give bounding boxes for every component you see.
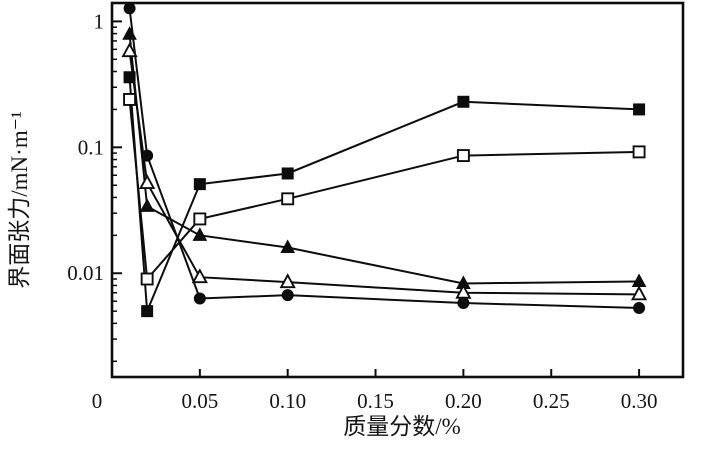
marker-filled-triangle-point-0 bbox=[122, 26, 137, 40]
marker-filled-square-point-1 bbox=[141, 305, 154, 318]
marker-filled-triangle-point-2 bbox=[192, 227, 208, 241]
marker-filled-triangle-point-1 bbox=[139, 198, 155, 212]
marker-filled-square-point-4 bbox=[457, 95, 470, 108]
marker-open-square-point-1 bbox=[140, 272, 154, 286]
marker-open-triangle-point-1 bbox=[139, 174, 156, 190]
series-line-open-triangle bbox=[128, 51, 640, 296]
marker-filled-triangle-point-3 bbox=[280, 239, 296, 254]
marker-open-triangle-point-2 bbox=[191, 268, 208, 284]
y-tick-label: 0.01 bbox=[67, 261, 104, 285]
marker-open-square-point-0 bbox=[123, 92, 137, 106]
marker-open-square-point-5 bbox=[632, 145, 646, 159]
marker-filled-circle-point-2 bbox=[193, 292, 206, 305]
marker-open-square-point-2 bbox=[193, 212, 207, 226]
series-line-filled-circle bbox=[128, 8, 640, 309]
marker-filled-square-point-5 bbox=[633, 103, 646, 116]
marker-filled-circle-point-1 bbox=[141, 149, 154, 162]
marker-filled-circle-point-5 bbox=[633, 301, 646, 314]
x-tick-label: 0.15 bbox=[357, 389, 394, 413]
marker-open-square-point-3 bbox=[281, 192, 295, 206]
series-line-open-square bbox=[128, 99, 640, 282]
marker-open-triangle-point-3 bbox=[279, 273, 296, 289]
y-tick-label: 0.1 bbox=[78, 135, 104, 159]
marker-open-triangle-point-5 bbox=[630, 285, 648, 301]
y-axis-title: 界面张力/mN·m⁻¹ bbox=[7, 111, 32, 289]
x-tick-label: 0.25 bbox=[533, 389, 570, 413]
x-tick-label: 0.30 bbox=[621, 389, 658, 413]
x-axis-title: 质量分数/% bbox=[343, 414, 461, 439]
marker-open-triangle-point-0 bbox=[121, 42, 138, 58]
series-line-filled-triangle bbox=[128, 34, 640, 285]
x-tick-label: 0.10 bbox=[269, 389, 306, 413]
series-line-filled-square bbox=[128, 77, 640, 312]
x-tick-label: 0.05 bbox=[181, 389, 218, 413]
marker-filled-circle-point-4 bbox=[457, 297, 470, 310]
x-tick-label: 0.20 bbox=[445, 389, 482, 413]
plot-area: 1 0.1 0.01 0 0.05 0.10 0.15 0.20 0.25 0.30 bbox=[67, 1, 685, 413]
y-tick-label: 1 bbox=[94, 9, 105, 33]
x-tick-label: 0 bbox=[92, 389, 103, 413]
marker-filled-circle-point-0 bbox=[123, 2, 136, 15]
marker-filled-square-point-3 bbox=[281, 167, 294, 180]
marker-filled-circle-point-3 bbox=[281, 289, 294, 302]
marker-filled-triangle-point-5 bbox=[631, 273, 647, 287]
marker-filled-square-point-2 bbox=[193, 178, 206, 191]
axes-frame bbox=[110, 1, 685, 379]
marker-filled-square-point-0 bbox=[123, 71, 136, 84]
marker-open-square-point-4 bbox=[456, 149, 470, 163]
